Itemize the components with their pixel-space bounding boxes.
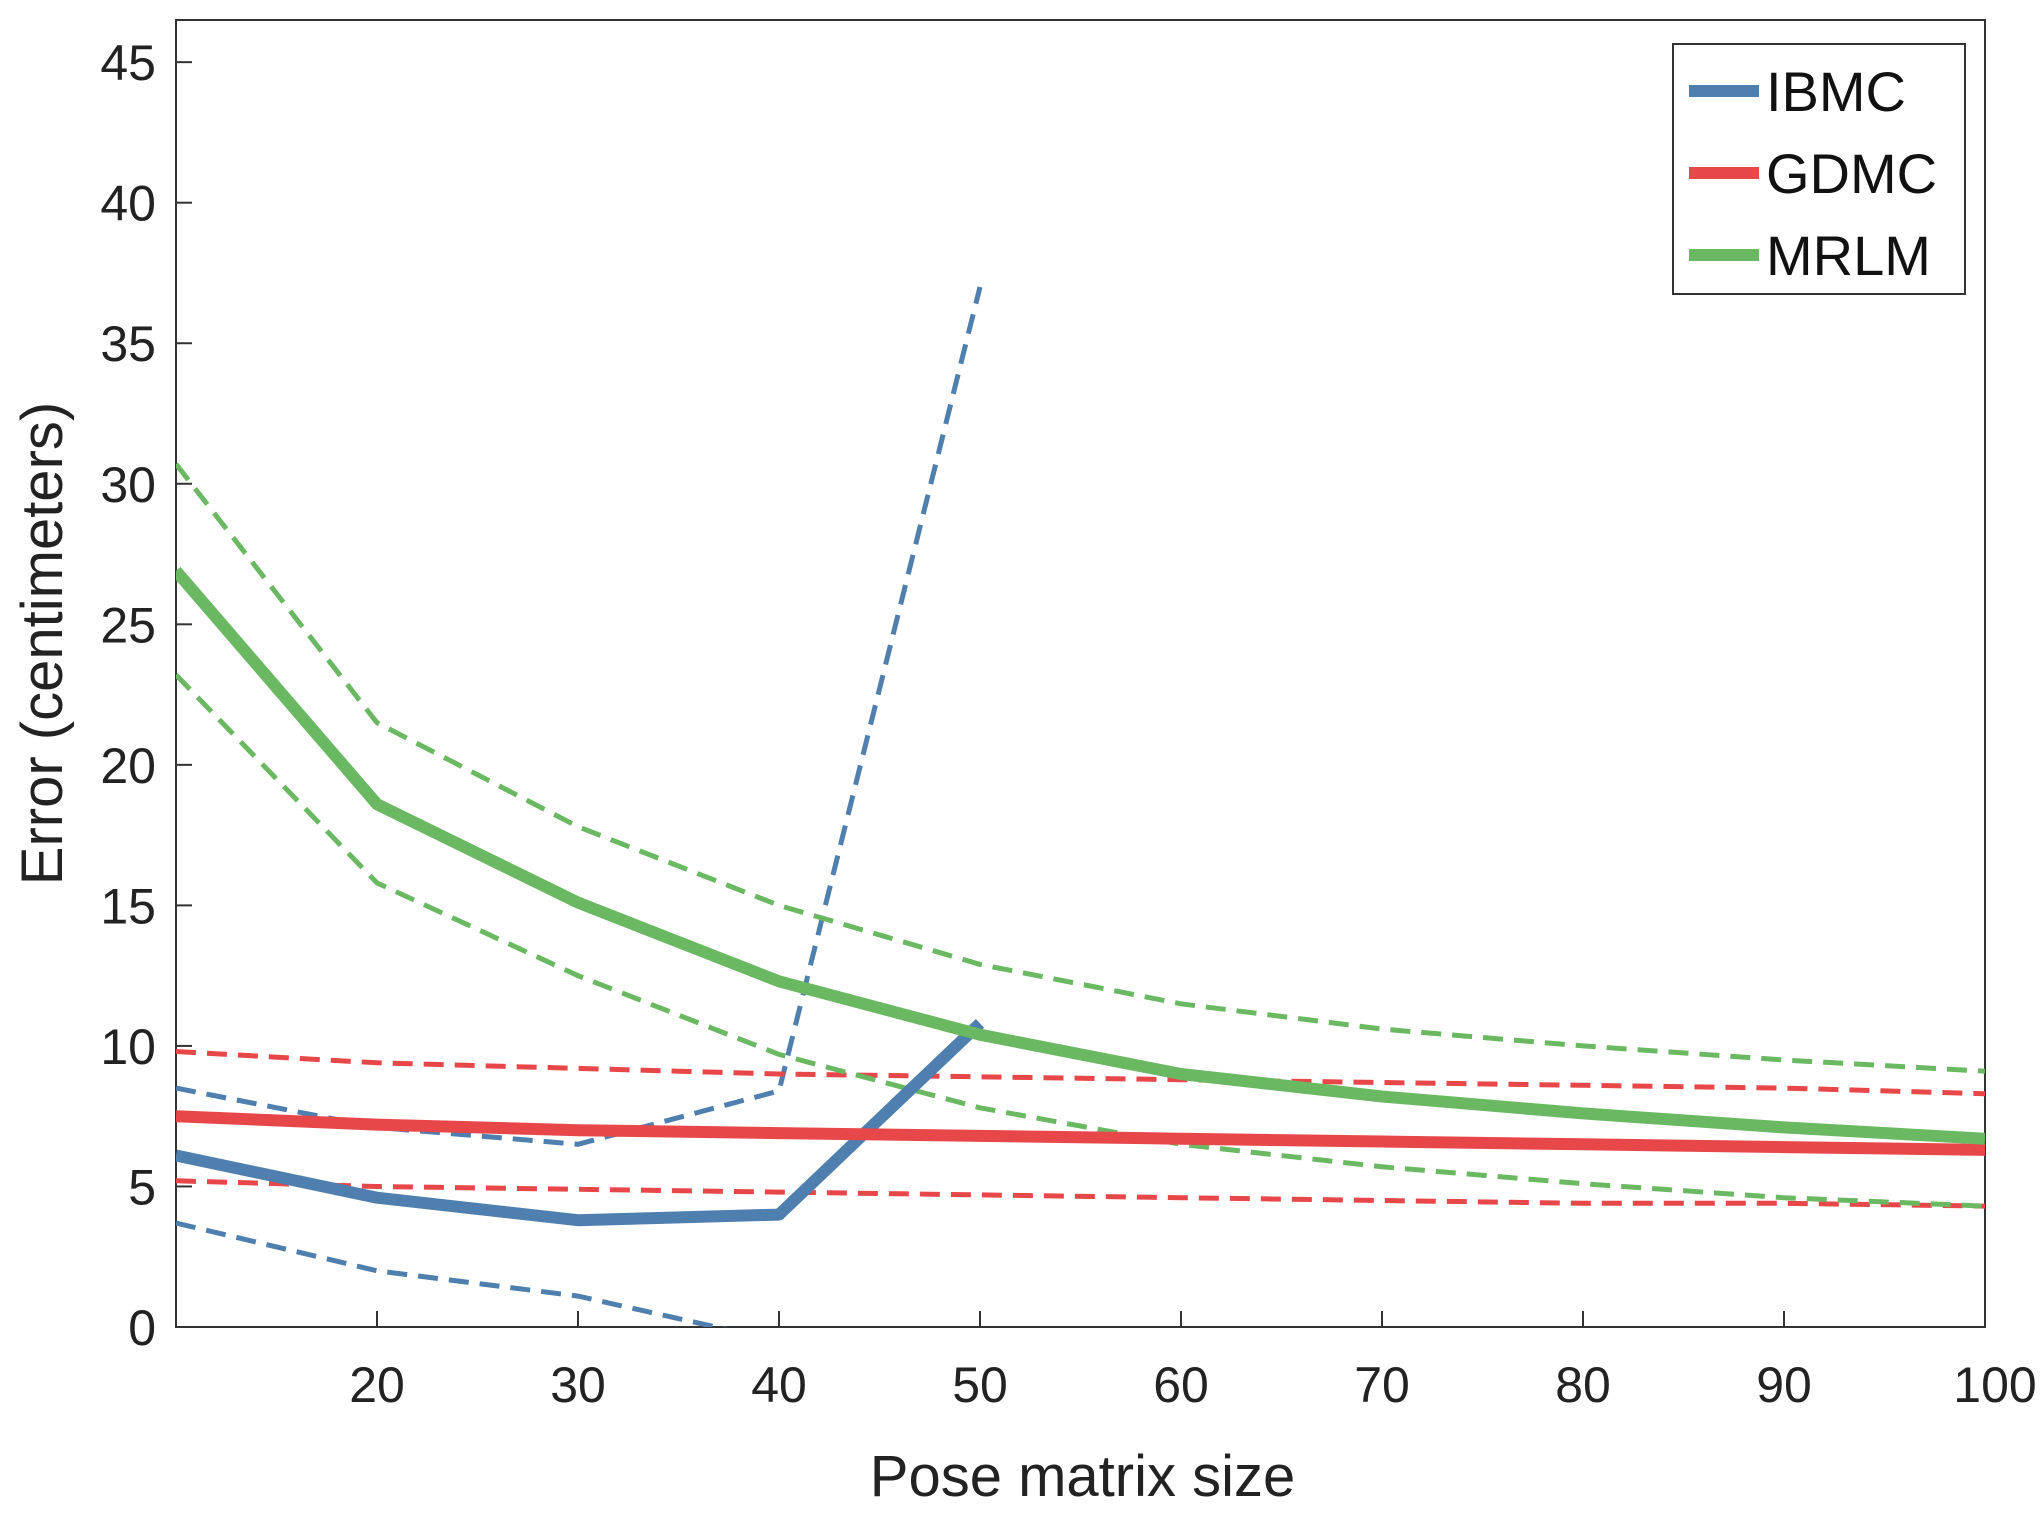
- x-tick-label: 50: [952, 1357, 1008, 1413]
- y-axis: 0 5 10 15 20 25 30 35 40 45: [100, 35, 192, 1356]
- y-tick-label: 10: [100, 1019, 156, 1075]
- ibmc-upper-bound-line: [176, 286, 983, 1147]
- x-tick-label: 80: [1555, 1357, 1611, 1413]
- x-axis-title: Pose matrix size: [870, 1444, 1295, 1509]
- legend-label-ibmc: IBMC: [1766, 60, 1906, 123]
- mrlm-lower-bound-line: [176, 673, 1985, 1209]
- gdmc-upper-bound-line: [176, 1049, 1985, 1097]
- ibmc-lower-bound-line: [176, 1220, 728, 1327]
- y-tick-label: 20: [100, 738, 156, 794]
- y-tick-label: 45: [100, 35, 156, 91]
- x-tick-label: 70: [1354, 1357, 1410, 1413]
- y-tick-label: 0: [128, 1300, 156, 1356]
- plot-frame: [175, 19, 1986, 1328]
- x-tick-label: 20: [349, 1357, 405, 1413]
- gdmc-lower-bound-line: [176, 1178, 1985, 1209]
- y-tick-label: 15: [100, 878, 156, 934]
- y-tick-label: 40: [100, 176, 156, 232]
- mrlm-upper-bound-line: [176, 462, 1985, 1074]
- x-tick-label: 40: [751, 1357, 807, 1413]
- y-tick-label: 25: [100, 597, 156, 653]
- legend-label-mrlm: MRLM: [1766, 224, 1931, 287]
- plot-area: 20 30 40 50 60 70 80 90 100 0 5 10 15 20 25 30 35 40 45: [100, 19, 2037, 1413]
- x-tick-label: 60: [1153, 1357, 1209, 1413]
- legend-label-gdmc: GDMC: [1766, 142, 1937, 205]
- x-tick-label: 100: [1953, 1357, 2036, 1413]
- y-axis-title: Error (centimeters): [10, 402, 75, 885]
- y-tick-label: 5: [128, 1159, 156, 1215]
- series-layer: [176, 286, 1985, 1327]
- mrlm-mean-line: [176, 566, 1985, 1145]
- x-tick-label: 90: [1756, 1357, 1812, 1413]
- y-tick-label: 30: [100, 457, 156, 513]
- x-tick-label: 30: [550, 1357, 606, 1413]
- ibmc-mean-line: [176, 1019, 985, 1227]
- x-axis: 20 30 40 50 60 70 80 90 100: [349, 1311, 2037, 1413]
- gdmc-mean-line: [176, 1110, 1985, 1156]
- legend: IBMC GDMC MRLM: [1672, 43, 1966, 295]
- y-tick-label: 35: [100, 316, 156, 372]
